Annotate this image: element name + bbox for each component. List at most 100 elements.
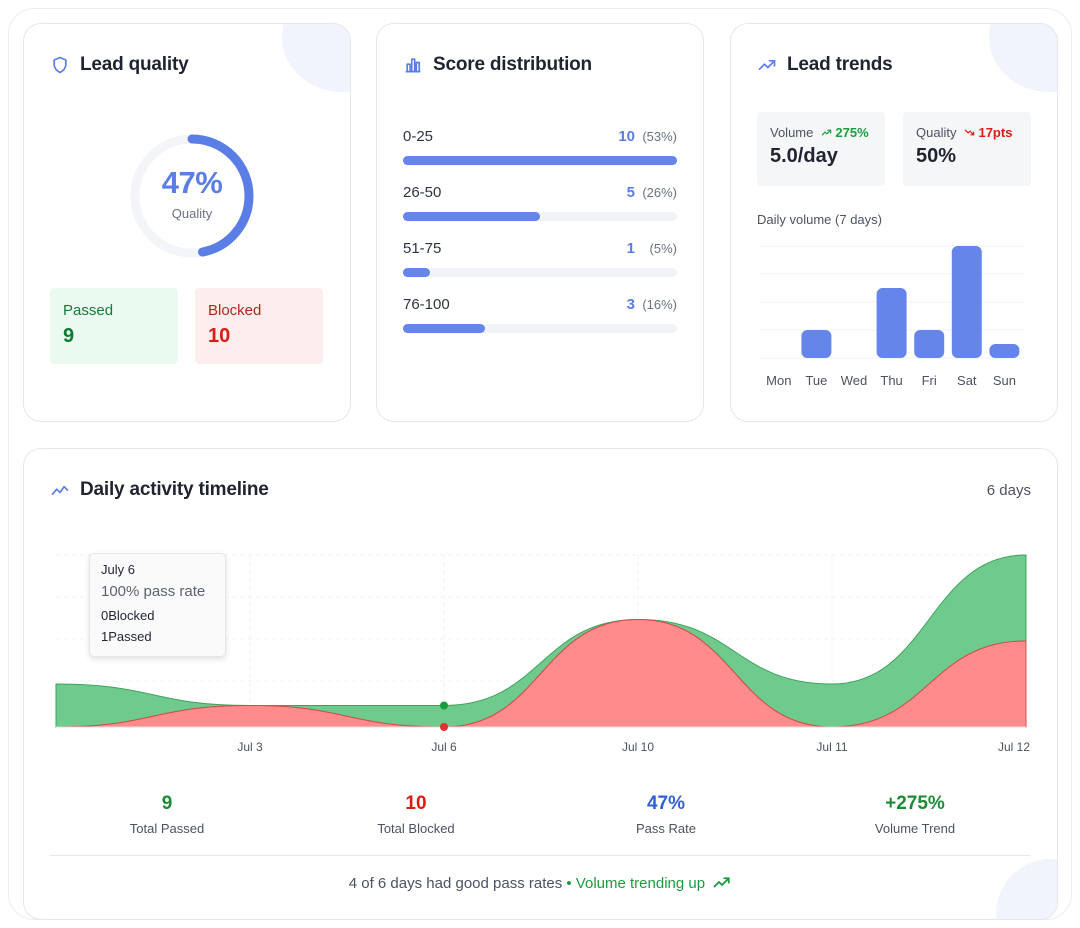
trending-up-icon (758, 60, 776, 70)
footer-trend: • Volume trending up (566, 875, 706, 892)
bar-tick-label: Mon (766, 373, 791, 388)
dist-row: 26-50 5 (26%) (403, 184, 677, 224)
score-distribution-header: Score distribution (403, 54, 592, 76)
tooltip-passed: 1Passed (101, 629, 152, 644)
trending-up-icon (713, 877, 730, 888)
dist-range: 0-25 (403, 128, 434, 145)
bar-tick-label: Sun (993, 373, 1016, 388)
lead-quality-title: Lead quality (80, 54, 189, 75)
quality-delta-value: 17pts (978, 125, 1013, 140)
tooltip-pass-rate: 100% pass rate (101, 583, 206, 600)
lead-quality-header: Lead quality (50, 54, 189, 76)
dist-fill (403, 324, 486, 333)
summary-value: +275% (885, 793, 945, 814)
passed-value: 9 (63, 325, 75, 347)
volume-bar (951, 246, 982, 358)
dist-pct: (16%) (642, 297, 677, 312)
quality-stat-label: Quality (916, 125, 957, 140)
blocked-point-marker (440, 723, 448, 731)
summary-value: 47% (646, 793, 686, 814)
passed-point-marker (440, 701, 448, 710)
activity-area-chart: Jul 3 Jul 6 Jul 10 Jul 11 Jul 12 (55, 554, 1030, 754)
summary-pass-rate: 47% Pass Rate (566, 793, 766, 836)
volume-bar (801, 330, 832, 358)
daily-volume-chart: Mon Tue Wed Thu Fri Sat Sun (760, 245, 1025, 388)
lead-trends-header: Lead trends (757, 54, 893, 76)
summary-label: Volume Trend (874, 821, 956, 836)
summary-divider (50, 855, 1030, 856)
bar-chart-icon (405, 58, 421, 73)
bar-tick-label: Fri (922, 373, 937, 388)
dist-row: 0-25 10 (53%) (403, 128, 677, 168)
dist-count: 10 (618, 128, 635, 145)
timeline-tick-label: Jul 11 (816, 740, 847, 754)
timeline-header: Daily activity timeline (50, 479, 269, 501)
footer-text: 4 of 6 days had good pass rates (348, 875, 563, 892)
days-count: 6 days (986, 482, 1031, 499)
tooltip-date: July 6 (101, 562, 135, 577)
passed-stat: Passed 9 (50, 288, 178, 364)
gauge-arc (130, 134, 254, 258)
volume-delta: 275% (821, 125, 869, 140)
quality-delta: 17pts (964, 125, 1012, 140)
dist-row: 76-100 3 (16%) (403, 296, 677, 336)
quality-label: Quality (171, 206, 213, 221)
quality-header: Quality 17pts (916, 125, 1018, 140)
summary-label: Total Passed (129, 821, 205, 836)
chart-tooltip: July 6 100% pass rate 0Blocked 1Passed (89, 553, 226, 657)
dist-pct: (26%) (642, 185, 677, 200)
daily-volume-label: Daily volume (7 days) (757, 212, 882, 227)
bar-tick-label: Wed (841, 373, 868, 388)
bar-tick-label: Sat (957, 373, 977, 388)
volume-stat: Volume 275% 5.0/day (757, 112, 885, 186)
dist-track (403, 268, 677, 277)
shield-icon (53, 56, 67, 74)
volume-delta-value: 275% (835, 125, 869, 140)
summary-label: Total Blocked (377, 821, 455, 836)
volume-bar (876, 288, 907, 358)
dist-fill (403, 212, 540, 221)
quality-percent: 47% (161, 165, 223, 200)
volume-value: 5.0/day (770, 145, 838, 167)
score-distribution-title: Score distribution (433, 54, 592, 75)
timeline-footer: 4 of 6 days had good pass rates • Volume… (24, 875, 1056, 892)
quality-gauge (130, 134, 254, 258)
summary-label: Pass Rate (636, 821, 696, 836)
dist-track (403, 324, 677, 333)
tooltip-blocked: 0Blocked (101, 608, 155, 623)
timeline-title: Daily activity timeline (80, 479, 269, 500)
blocked-stat: Blocked 10 (195, 288, 323, 364)
dist-track (403, 212, 677, 221)
summary-total-passed: 9 Total Passed (67, 793, 267, 836)
arrow-up-right-icon (822, 129, 832, 136)
summary-value: 10 (405, 793, 427, 814)
dist-count: 1 (626, 240, 635, 257)
lead-quality-card: Lead quality 47% Quality Passed 9 Blocke… (23, 23, 351, 422)
timeline-tick-label: Jul 6 (431, 740, 457, 754)
dist-count: 5 (626, 184, 635, 201)
dist-fill (403, 156, 677, 165)
dist-row: 51-75 1 (5%) (403, 240, 677, 280)
timeline-tick-label: Jul 10 (622, 740, 654, 754)
dist-range: 51-75 (403, 240, 442, 257)
volume-bar (914, 330, 945, 358)
blocked-label: Blocked (208, 302, 262, 319)
dist-range: 26-50 (403, 184, 442, 201)
score-distribution-card: Score distribution 0-25 10 (53%) 26-50 5… (376, 23, 704, 422)
summary-total-blocked: 10 Total Blocked (316, 793, 516, 836)
quality-stat: Quality 17pts 50% (903, 112, 1031, 186)
volume-header: Volume 275% (770, 125, 872, 140)
passed-label: Passed (63, 302, 114, 319)
dist-pct: (5%) (649, 241, 677, 256)
dist-fill (403, 268, 431, 277)
timeline-tick-label: Jul 3 (237, 740, 263, 754)
blocked-value: 10 (208, 325, 231, 347)
bar-tick-label: Tue (805, 373, 827, 388)
blocked-area (55, 618, 1027, 728)
timeline-card: Daily activity timeline 6 days Jul 3 Jul … (23, 448, 1058, 920)
volume-label: Volume (770, 125, 814, 140)
dist-track (403, 156, 677, 165)
volume-bar (989, 344, 1020, 358)
timeline-tick-label: Jul 12 (998, 740, 1030, 754)
arrow-down-right-icon (965, 129, 975, 136)
